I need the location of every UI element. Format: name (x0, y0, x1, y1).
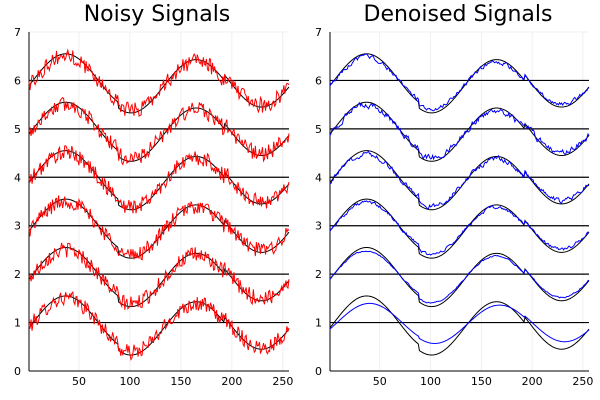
reference-signal-1 (329, 295, 590, 356)
y-tick-label: 3 (315, 220, 322, 233)
y-tick-label: 7 (315, 26, 322, 39)
y-tick-label: 5 (315, 123, 322, 136)
noisy-signal-6 (28, 48, 290, 117)
noisy-signal-3 (28, 195, 290, 261)
denoised-signal-4 (329, 150, 590, 210)
denoised-signal-1 (329, 302, 590, 344)
right-chart-panel: 50 100 150 200 250 0 1 2 3 4 5 6 7 (315, 26, 593, 388)
noisy-signal-1 (28, 290, 290, 361)
noisy-signal-2 (28, 242, 290, 311)
noisy-signal-4 (28, 145, 290, 214)
y-tick-label: 0 (315, 365, 322, 378)
y-tick-label: 6 (14, 74, 21, 87)
y-tick-label: 0 (14, 365, 21, 378)
x-tick-label: 50 (373, 375, 387, 388)
x-tick-label: 150 (170, 375, 191, 388)
denoised-signal-3 (329, 200, 590, 256)
y-tick-label: 1 (315, 317, 322, 330)
x-tick-label: 100 (420, 375, 441, 388)
x-tick-label: 100 (119, 375, 140, 388)
right-chart-title: Denoised Signals (364, 2, 553, 27)
left-chart-panel: 50 100 150 200 250 0 1 2 3 4 5 6 7 (14, 26, 293, 388)
reference-signal-3 (329, 198, 590, 259)
reference-signal-4 (329, 150, 590, 211)
y-tick-label: 5 (14, 123, 21, 136)
y-tick-label: 2 (14, 268, 21, 281)
y-tick-label: 4 (315, 171, 322, 184)
x-tick-label: 50 (72, 375, 86, 388)
y-tick-label: 2 (315, 268, 322, 281)
x-tick-label: 200 (522, 375, 543, 388)
y-tick-label: 6 (315, 74, 322, 87)
x-tick-label: 200 (221, 375, 242, 388)
y-tick-label: 4 (14, 171, 21, 184)
y-tick-label: 7 (14, 26, 21, 39)
denoised-signal-2 (329, 250, 590, 304)
denoised-signal-6 (329, 53, 590, 112)
x-tick-label: 150 (471, 375, 492, 388)
noisy-signal-5 (28, 96, 290, 166)
y-tick-label: 3 (14, 220, 21, 233)
denoised-signal-5 (329, 101, 590, 161)
reference-signal-2 (329, 247, 590, 308)
left-chart-title: Noisy Signals (84, 2, 231, 27)
x-tick-label: 250 (572, 375, 593, 388)
x-tick-label: 250 (272, 375, 293, 388)
y-tick-label: 1 (14, 317, 21, 330)
